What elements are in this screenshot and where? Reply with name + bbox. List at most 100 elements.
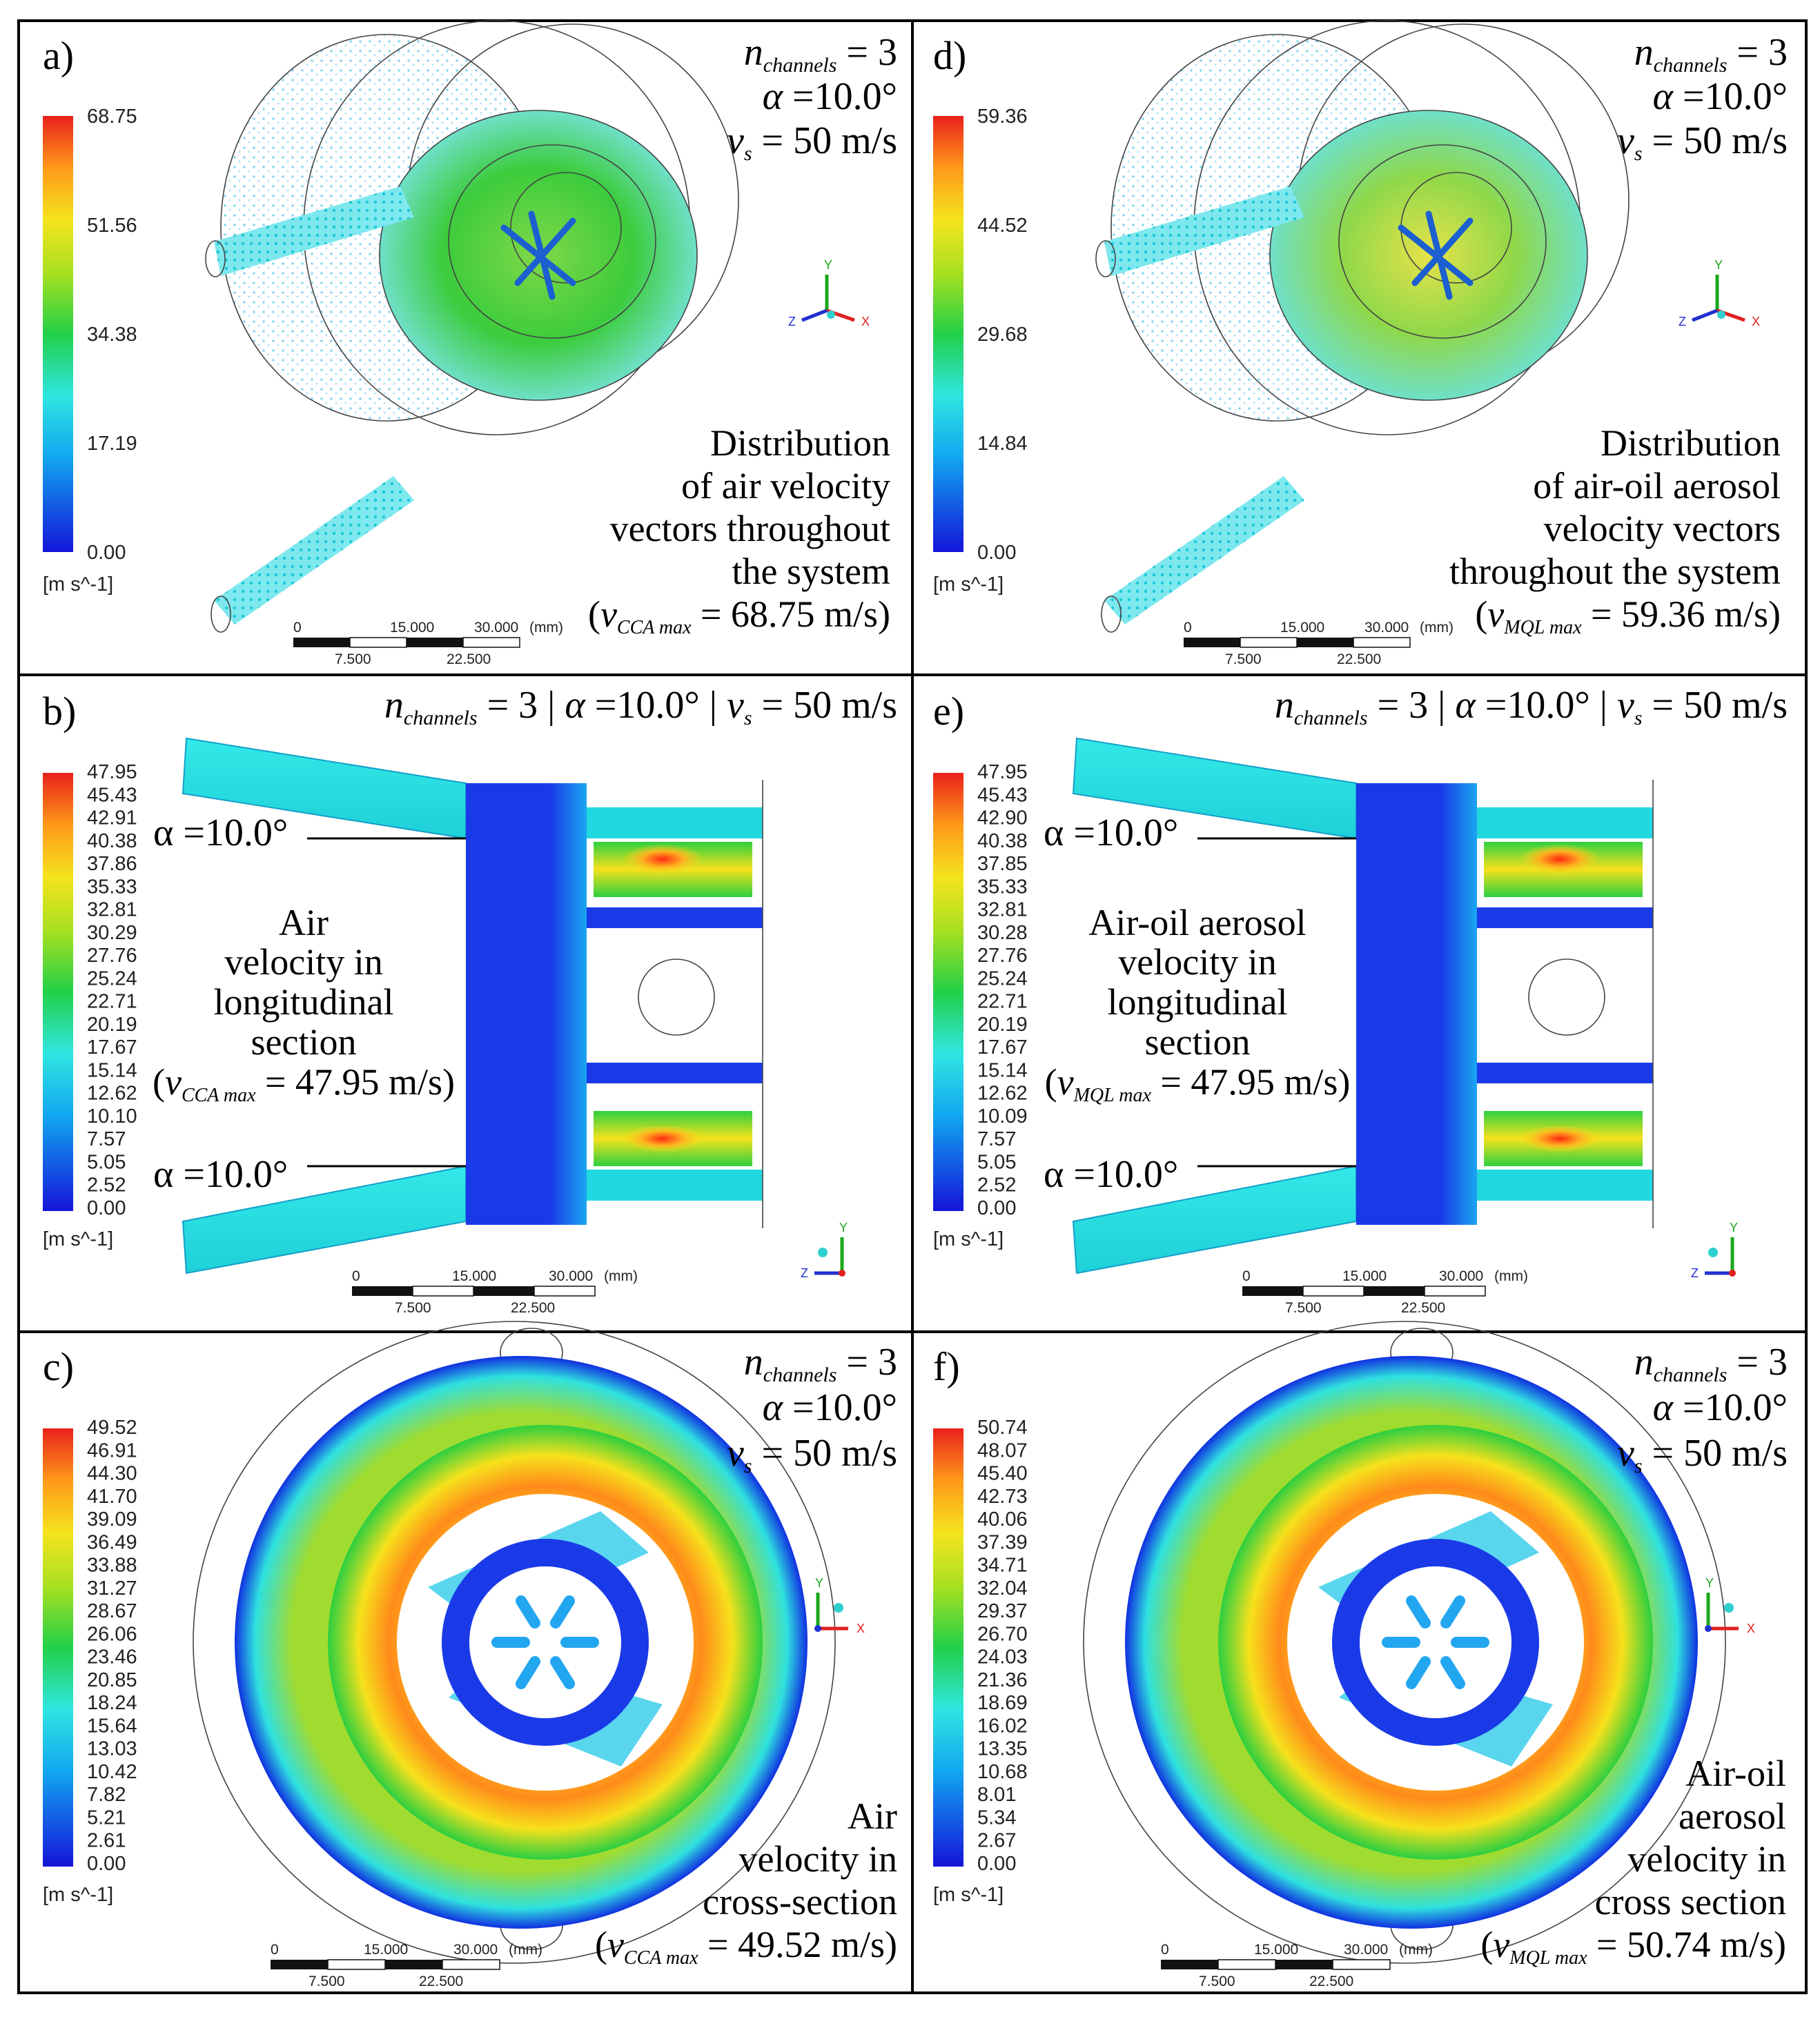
legend-tick: 10.68	[977, 1761, 1028, 1783]
legend-tick: 41.70	[87, 1486, 137, 1508]
legend-tick: 37.39	[977, 1531, 1028, 1553]
legend-tick: 50.74	[977, 1417, 1028, 1439]
legend-unit: [m s^-1]	[933, 573, 1004, 596]
color-legend: 68.75 51.56 34.38 17.19 0.00 [m s^-1]	[43, 106, 137, 596]
svg-text:Y: Y	[815, 1576, 823, 1590]
legend-tick: 16.02	[977, 1715, 1028, 1737]
scale-bar: 0 15.000 30.000 (mm) 7.500 22.500	[1184, 620, 1454, 667]
section-illustration	[182, 737, 763, 1275]
parameters: nchannels = 3 α =10.0° vs = 50 m/s	[1617, 31, 1788, 165]
svg-text:Y: Y	[1730, 1221, 1738, 1234]
legend-tick: 25.24	[977, 967, 1028, 990]
svg-text:section: section	[251, 1021, 357, 1063]
legend-tick: 42.91	[87, 807, 137, 829]
svg-text:cross section: cross section	[1595, 1881, 1786, 1922]
svg-text:X: X	[1747, 1622, 1755, 1635]
legend-tick: 46.91	[87, 1439, 137, 1462]
legend-tick: 47.95	[87, 761, 137, 783]
svg-text:7.500: 7.500	[1285, 1300, 1322, 1316]
legend-tick: 13.35	[977, 1738, 1028, 1760]
scale-bar: 0 15.000 30.000 (mm) 7.500 22.500	[1242, 1268, 1528, 1316]
legend-tick: 15.14	[87, 1059, 137, 1081]
svg-text:15.000: 15.000	[390, 620, 434, 636]
color-legend: 47.9545.4342.9040.3837.8535.3332.8130.28…	[933, 761, 1028, 1250]
svg-text:aerosol: aerosol	[1679, 1795, 1786, 1837]
legend-tick: 10.42	[87, 1761, 137, 1783]
svg-text:velocity in: velocity in	[224, 941, 382, 983]
svg-text:X: X	[857, 1622, 865, 1635]
legend-tick: 7.57	[977, 1128, 1016, 1150]
legend-tick: 48.07	[977, 1439, 1028, 1462]
param-alpha: α =10.0°	[763, 1386, 897, 1429]
svg-text:cross-section: cross-section	[703, 1881, 897, 1922]
svg-text:0: 0	[271, 1942, 279, 1958]
svg-text:30.000: 30.000	[549, 1268, 593, 1284]
legend-tick: 17.19	[87, 433, 137, 455]
svg-text:15.000: 15.000	[1280, 620, 1324, 636]
angle-label-bottom: α =10.0°	[153, 1153, 288, 1196]
cross-section-illustration	[193, 1321, 836, 1964]
legend-tick: 5.34	[977, 1807, 1016, 1829]
legend-tick: 20.19	[87, 1014, 137, 1036]
svg-text:Z: Z	[1679, 315, 1686, 328]
legend-tick: 30.29	[87, 922, 137, 944]
legend-tick: 49.52	[87, 1417, 137, 1439]
svg-text:0: 0	[293, 620, 302, 636]
parameters: nchannels = 3 α =10.0° vs = 50 m/s	[727, 1341, 897, 1477]
svg-text:(mm): (mm)	[1420, 620, 1454, 636]
svg-text:7.500: 7.500	[335, 651, 371, 667]
color-legend: 47.9545.4342.9140.3837.8635.3332.8130.29…	[43, 761, 137, 1250]
scale-bar: 0 15.000 30.000 (mm) 7.500 22.500	[271, 1942, 542, 1989]
max-value: (vCCA max = 49.52 m/s)	[595, 1924, 897, 1969]
svg-text:X: X	[1752, 315, 1760, 328]
legend-tick: 45.40	[977, 1463, 1028, 1485]
legend-tick: 18.69	[977, 1692, 1028, 1714]
vector-field-illustration	[205, 20, 739, 633]
axis-triad: Y X	[1705, 1576, 1755, 1635]
description: Air velocity in longitudinal section (vC…	[153, 902, 455, 1106]
legend-tick: 2.52	[87, 1174, 126, 1197]
description: Distribution of air velocity vectors thr…	[588, 422, 890, 638]
legend-tick: 51.56	[87, 215, 137, 237]
svg-text:7.500: 7.500	[309, 1974, 345, 1989]
svg-text:7.500: 7.500	[395, 1300, 431, 1316]
header-params: nchannels = 3 | α =10.0° | vs = 50 m/s	[384, 684, 897, 729]
svg-text:section: section	[1145, 1021, 1251, 1063]
axis-triad: Y X Z	[788, 258, 870, 328]
panel-a: a) 68.75 51.56 34.38	[43, 20, 897, 667]
legend-tick: 0.00	[977, 1853, 1016, 1875]
panel-letter: d)	[933, 33, 966, 78]
legend-tick: 42.73	[977, 1486, 1028, 1508]
svg-text:0: 0	[1161, 1942, 1169, 1958]
legend-tick: 23.46	[87, 1646, 137, 1669]
axis-triad: Y Z	[801, 1221, 848, 1280]
legend-unit: [m s^-1]	[933, 1884, 1004, 1906]
legend-tick: 34.38	[87, 324, 137, 346]
param-n: nchannels = 3	[744, 1341, 897, 1386]
color-legend: 49.5246.9144.3041.7039.0936.4933.8831.27…	[43, 1417, 137, 1906]
max-value: (vMQL max = 50.74 m/s)	[1480, 1924, 1786, 1969]
svg-text:vectors throughout: vectors throughout	[610, 508, 890, 549]
legend-tick: 27.76	[977, 945, 1028, 967]
legend-tick: 24.03	[977, 1646, 1028, 1669]
svg-text:(mm): (mm)	[529, 620, 563, 636]
angle-markers	[307, 837, 466, 1168]
svg-text:(mm): (mm)	[1494, 1268, 1528, 1284]
color-legend: 50.7448.0745.4042.7340.0637.3934.7132.04…	[933, 1417, 1028, 1906]
angle-label-bottom: α =10.0°	[1044, 1153, 1178, 1196]
max-value: (vCCA max = 68.75 m/s)	[588, 593, 890, 638]
svg-text:15.000: 15.000	[1254, 1942, 1298, 1958]
legend-tick: 0.00	[977, 1197, 1016, 1219]
legend-tick: 12.62	[977, 1083, 1028, 1105]
legend-tick: 0.00	[87, 1197, 126, 1219]
legend-tick: 68.75	[87, 106, 137, 128]
svg-text:30.000: 30.000	[474, 620, 518, 636]
max-value: (vMQL max = 59.36 m/s)	[1475, 593, 1781, 638]
panel-letter: e)	[933, 689, 964, 734]
legend-tick: 2.67	[977, 1830, 1016, 1852]
color-legend: 59.36 44.52 29.68 14.84 0.00 [m s^-1]	[933, 106, 1028, 596]
svg-text:30.000: 30.000	[453, 1942, 498, 1958]
svg-text:Y: Y	[1714, 258, 1723, 272]
